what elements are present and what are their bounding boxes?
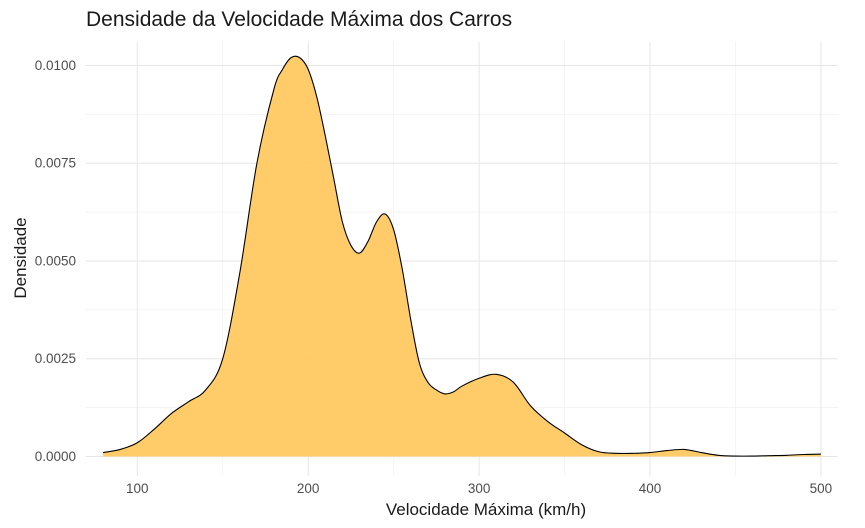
y-axis-label: Densidade bbox=[11, 217, 30, 298]
x-axis-ticks: 100 200 300 400 500 bbox=[126, 481, 832, 496]
y-tick-label: 0.0100 bbox=[35, 58, 76, 73]
x-axis-label: Velocidade Máxima (km/h) bbox=[386, 500, 586, 519]
y-axis-ticks: 0.0000 0.0025 0.0050 0.0075 0.0100 bbox=[35, 58, 76, 464]
x-tick-label: 400 bbox=[639, 481, 662, 496]
density-line bbox=[102, 55, 821, 457]
y-tick-label: 0.0000 bbox=[35, 449, 76, 464]
chart-title: Densidade da Velocidade Máxima dos Carro… bbox=[86, 8, 512, 31]
x-tick-label: 300 bbox=[468, 481, 491, 496]
density-area bbox=[103, 56, 821, 457]
plot-area bbox=[102, 55, 821, 457]
y-tick-label: 0.0050 bbox=[35, 253, 76, 268]
x-tick-label: 100 bbox=[126, 481, 149, 496]
x-tick-label: 500 bbox=[810, 481, 833, 496]
x-tick-label: 200 bbox=[297, 481, 320, 496]
y-tick-label: 0.0075 bbox=[35, 156, 76, 171]
y-tick-label: 0.0025 bbox=[35, 351, 76, 366]
